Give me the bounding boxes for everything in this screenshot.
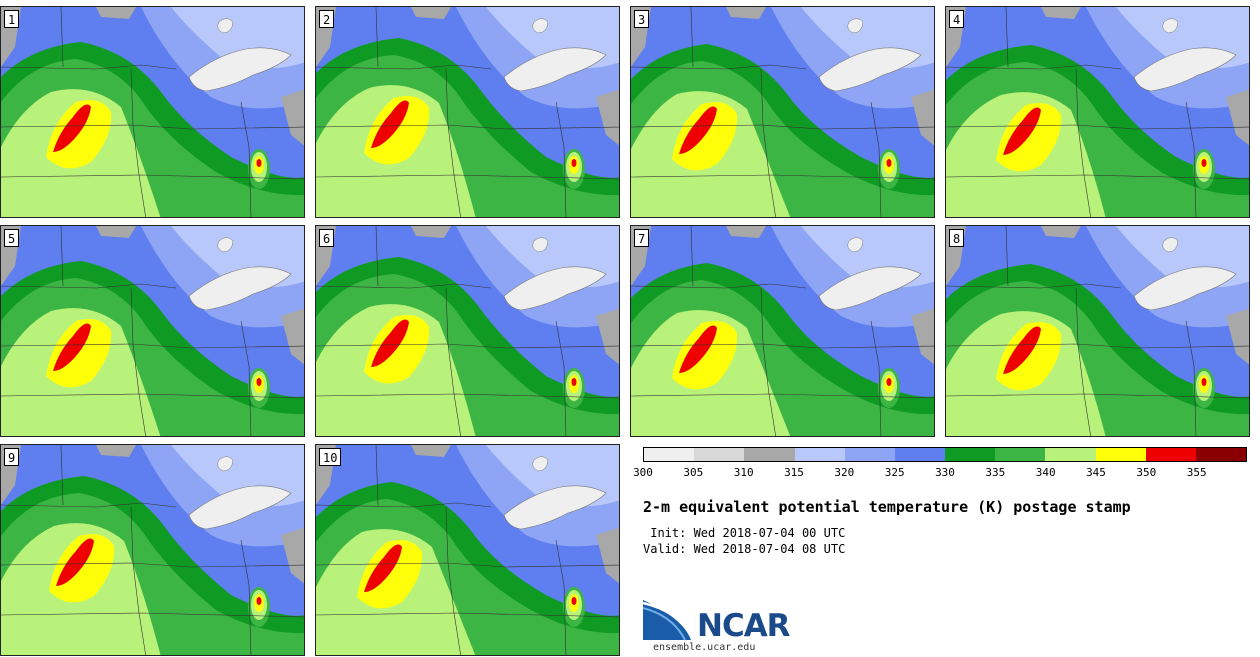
- colorbar-tick-label: 330: [935, 466, 955, 479]
- colorbar-tick-label: 325: [884, 466, 905, 479]
- postage-stamp-map: 7: [630, 225, 935, 437]
- theta-e-map: [946, 7, 1249, 217]
- postage-stamp-map: 5: [0, 225, 305, 437]
- ncar-logo-icon: [643, 600, 695, 641]
- colorbar-tick-label: 335: [985, 466, 1006, 479]
- colorbar-tick-label: 310: [733, 466, 754, 479]
- member-number-label: 9: [4, 448, 20, 466]
- colorbar-segment: [945, 448, 996, 461]
- postage-stamp-map: 9: [0, 444, 305, 656]
- postage-stamp-map: 3: [630, 6, 935, 218]
- colorbar-segment: [1145, 448, 1196, 461]
- colorbar-segment: [995, 448, 1046, 461]
- colorbar-segment: [744, 448, 795, 461]
- colorbar-tick-labels: 300 305 310 315 320 325 330 335 340 345 350 355: [633, 466, 1247, 480]
- init-time: Init: Wed 2018-07-04 00 UTC: [643, 526, 846, 540]
- member-number-label: 5: [4, 229, 20, 247]
- colorbar: [643, 447, 1247, 462]
- colorbar-tick-label: 315: [784, 466, 804, 479]
- colorbar-tick-label: 300: [633, 466, 653, 479]
- member-number-label: 3: [634, 10, 650, 28]
- postage-stamp-map: 10: [315, 444, 620, 656]
- colorbar-tick-label: 355: [1186, 466, 1207, 479]
- member-number-label: 1: [4, 10, 20, 28]
- colorbar-tick-label: 320: [834, 466, 855, 479]
- colorbar-segment: [844, 448, 895, 461]
- chart-title: 2-m equivalent potential temperature (K)…: [643, 498, 1131, 516]
- colorbar-tick-label: 305: [683, 466, 704, 479]
- theta-e-map: [316, 7, 619, 217]
- postage-stamp-map: 2: [315, 6, 620, 218]
- theta-e-map: [631, 226, 934, 436]
- theta-e-map: [1, 226, 304, 436]
- member-number-label: 10: [319, 448, 342, 466]
- colorbar-tick-label: 345: [1086, 466, 1106, 479]
- theta-e-map: [316, 226, 619, 436]
- valid-time: Valid: Wed 2018-07-04 08 UTC: [643, 542, 846, 556]
- theta-e-map: [946, 226, 1249, 436]
- postage-stamp-map: 8: [945, 225, 1250, 437]
- theta-e-map: [1, 7, 304, 217]
- theta-e-map: [316, 445, 619, 655]
- member-number-label: 7: [634, 229, 650, 247]
- colorbar-segment: [1095, 448, 1146, 461]
- colorbar-segment: [1045, 448, 1096, 461]
- postage-stamp-map: 1: [0, 6, 305, 218]
- theta-e-map: [631, 7, 934, 217]
- colorbar-segment: [1195, 448, 1247, 461]
- member-number-label: 4: [949, 10, 965, 28]
- theta-e-map: [1, 445, 304, 655]
- logo-url: ensemble.ucar.edu: [653, 642, 756, 653]
- colorbar-segment: [644, 448, 695, 461]
- colorbar-tick-label: 350: [1136, 466, 1157, 479]
- member-number-label: 6: [319, 229, 335, 247]
- postage-stamp-map: 6: [315, 225, 620, 437]
- colorbar-segment: [894, 448, 946, 461]
- member-number-label: 2: [319, 10, 335, 28]
- member-number-label: 8: [949, 229, 965, 247]
- colorbar-segment: [794, 448, 845, 461]
- colorbar-tick-label: 340: [1035, 466, 1056, 479]
- colorbar-segment: [694, 448, 745, 461]
- postage-stamp-map: 4: [945, 6, 1250, 218]
- ncar-logo-text: NCAR: [697, 608, 791, 644]
